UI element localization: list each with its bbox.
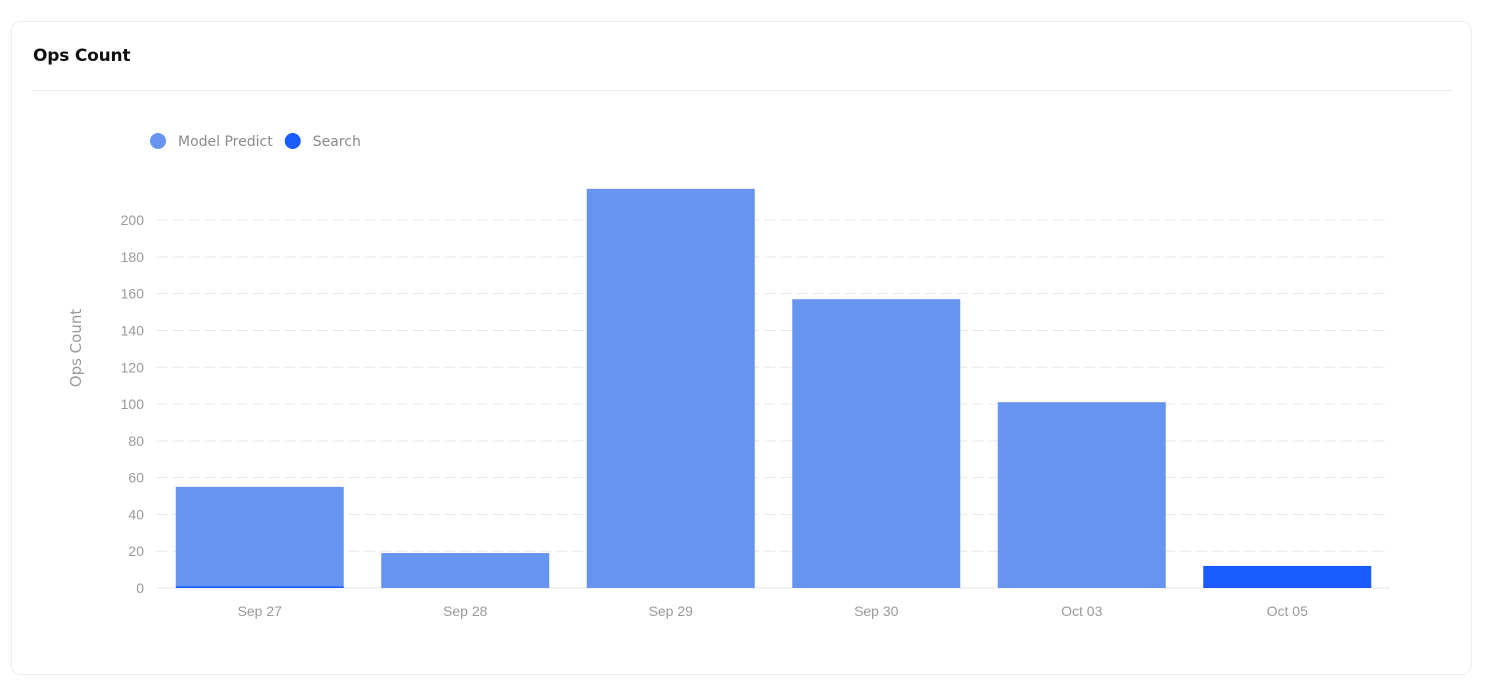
y-tick-label: 20 [128, 543, 144, 559]
bar-search[interactable] [1203, 565, 1372, 588]
bar-model-predict[interactable] [792, 299, 961, 588]
y-axis-ticks: 0 20 40 60 80 100 120 140 160 180 200 [121, 212, 145, 596]
x-tick-label: Oct 03 [1061, 603, 1102, 619]
legend-label[interactable]: Model Predict [178, 134, 273, 150]
title-divider [33, 90, 1453, 91]
y-tick-label: 200 [121, 212, 145, 228]
x-tick-label: Sep 28 [443, 603, 488, 619]
x-tick-label: Sep 27 [238, 603, 283, 619]
x-tick-label: Oct 05 [1267, 603, 1308, 619]
legend-marker[interactable] [150, 133, 166, 149]
bar-model-predict[interactable] [381, 553, 550, 588]
y-tick-label: 120 [121, 359, 145, 375]
bar-search[interactable] [175, 586, 344, 588]
y-axis-title: Ops Count [67, 309, 85, 388]
y-tick-label: 100 [121, 396, 145, 412]
legend-label[interactable]: Search [313, 134, 361, 150]
x-tick-label: Sep 30 [854, 603, 899, 619]
bar-model-predict[interactable] [586, 188, 755, 589]
y-tick-label: 140 [121, 322, 145, 338]
legend: Model Predict Search [150, 133, 361, 150]
card-title: Ops Count [33, 46, 131, 66]
y-tick-label: 0 [136, 580, 144, 596]
y-tick-label: 80 [128, 433, 144, 449]
bar-model-predict[interactable] [997, 402, 1166, 588]
y-tick-label: 160 [121, 286, 145, 302]
y-tick-label: 40 [128, 506, 144, 522]
x-tick-label: Sep 29 [649, 603, 694, 619]
y-tick-label: 60 [128, 470, 144, 486]
bar-model-predict[interactable] [175, 486, 344, 587]
grid-lines [157, 219, 1390, 589]
y-tick-label: 180 [121, 249, 145, 265]
bars [175, 188, 1372, 589]
x-axis-ticks: Sep 27 Sep 28 Sep 29 Sep 30 Oct 03 Oct 05 [238, 603, 1309, 619]
legend-marker[interactable] [284, 133, 301, 149]
